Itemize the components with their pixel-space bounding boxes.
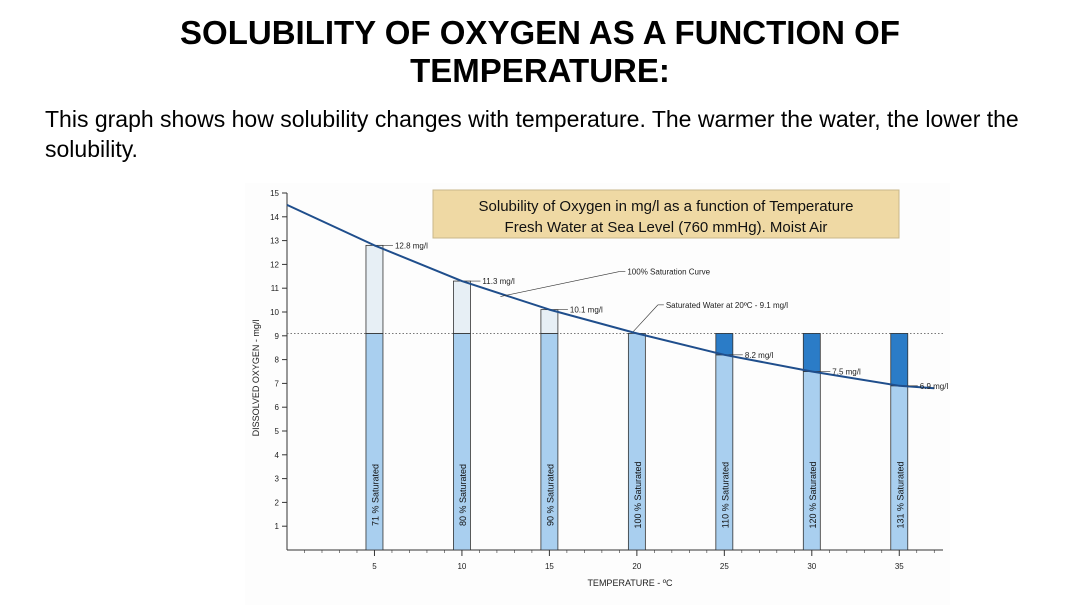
saturation-curve: [286, 203, 935, 390]
bar-unsaturated-part: [453, 280, 471, 334]
bar-saturation-label: 90 % Saturated: [545, 464, 555, 526]
bar-value-label: 12.8 mg/l: [395, 241, 428, 250]
bar-unsaturated-part: [540, 309, 559, 334]
y-tick-label: 13: [270, 237, 279, 246]
x-tick-label: 35: [895, 562, 904, 571]
chart-subtitle: Fresh Water at Sea Level (760 mmHg). Moi…: [505, 219, 828, 236]
slide-body-text: This graph shows how solubility changes …: [45, 106, 1019, 162]
y-tick-label: 12: [270, 260, 279, 269]
x-tick-label: 30: [807, 562, 816, 571]
reference-line-label: Saturated Water at 20ºC - 9.1 mg/l: [666, 301, 788, 310]
y-tick-label: 4: [275, 451, 280, 460]
chart-title-background: [432, 189, 900, 239]
curve-label-leader: [500, 271, 620, 297]
y-tick-label: 15: [270, 189, 279, 198]
bar-saturation-label: 80 % Saturated: [458, 464, 468, 526]
bar-value-label: 8.2 mg/l: [745, 351, 774, 360]
y-tick-label: 5: [275, 427, 280, 436]
bar-value-label: 6.9 mg/l: [920, 382, 949, 391]
reference-label-leader: [633, 304, 659, 332]
bar-supersaturated-part: [802, 333, 821, 372]
y-tick-label: 11: [271, 284, 280, 293]
y-tick-label: 6: [275, 403, 280, 412]
y-axis-label: DISSOLVED OXYGEN - mg/l: [251, 320, 261, 437]
bar-saturation-label: 120 % Saturated: [808, 461, 818, 528]
y-tick-label: 8: [275, 356, 280, 365]
x-tick-label: 15: [545, 562, 554, 571]
curve-label: 100% Saturation Curve: [627, 268, 710, 277]
bar-value-label: 7.5 mg/l: [832, 368, 861, 377]
chart-figure: 1 2 3 4 5 6 7 8 9 10 11 12 13 14 15 5 10 15 20 25 30 35 71 % …: [245, 183, 950, 605]
y-tick-label: 14: [270, 213, 279, 222]
x-tick-label: 10: [457, 562, 466, 571]
bar-value-label: 10.1 mg/l: [570, 306, 603, 315]
y-tick-label: 9: [275, 332, 280, 341]
bar-unsaturated-part: [365, 244, 384, 334]
bar-saturation-label: 110 % Saturated: [720, 462, 730, 528]
chart-title-box: Solubility of Oxygen in mg/l as a functi…: [432, 189, 900, 239]
y-tick-label: 2: [275, 498, 280, 507]
x-tick-label: 5: [372, 562, 377, 571]
bar-saturation-label: 71 % Saturated: [370, 464, 380, 526]
slide-title: SOLUBILITY OF OXYGEN AS A FUNCTION OF TE…: [180, 14, 900, 89]
bars-layer: 71 % Saturated 80 % Saturated 90 % Saturat…: [365, 244, 909, 551]
x-tick-label: 25: [720, 562, 729, 571]
y-tick-label: 3: [275, 475, 280, 484]
chart-title: Solubility of Oxygen in mg/l as a functi…: [479, 198, 854, 215]
x-tick-label: 20: [632, 562, 641, 571]
bar-saturation-label: 131 % Saturated: [895, 461, 905, 528]
bar-value-label: 11.3 mg/l: [482, 277, 515, 286]
curve-layer: [286, 203, 935, 390]
x-axis-label: TEMPERATURE - ºC: [587, 578, 673, 588]
bar-supersaturated-part: [715, 333, 734, 356]
y-tick-label: 7: [275, 379, 280, 388]
y-tick-label: 10: [270, 308, 279, 317]
y-tick-label: 1: [275, 522, 280, 531]
bar-saturation-label: 100 % Saturated: [633, 461, 643, 528]
labels-layer: 12.8 mg/l 11.3 mg/l 10.1 mg/l 8.2 mg/l 7.5 m…: [382, 241, 949, 391]
bar-supersaturated-part: [890, 333, 909, 387]
